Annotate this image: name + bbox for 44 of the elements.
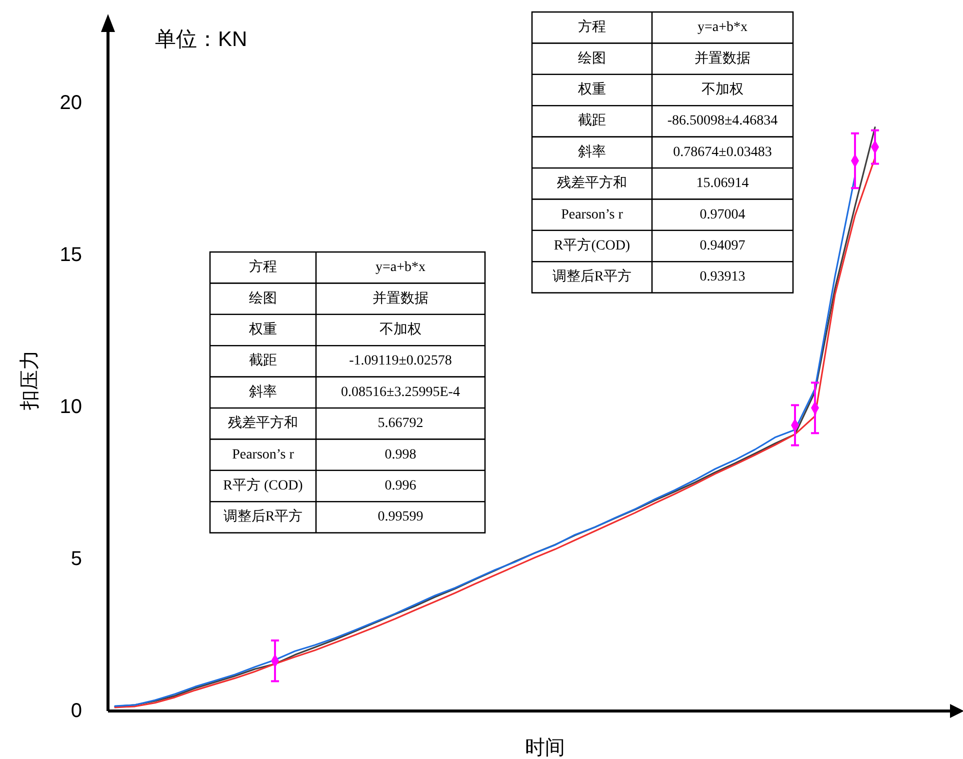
- annotation: 斜率: [249, 384, 277, 400]
- annotation: 残差平方和: [228, 415, 298, 432]
- y-tick-label: 10: [60, 396, 82, 418]
- annotation: R平方 (COD): [223, 478, 304, 494]
- annotation: 残差平方和: [557, 175, 627, 192]
- annotation: -1.09119±0.02578: [349, 354, 452, 369]
- annotation: 0.78674±0.03483: [673, 144, 772, 160]
- x-axis-title: 时间: [525, 737, 565, 759]
- annotation: 0.94097: [700, 238, 746, 254]
- annotation: 绘图: [249, 290, 277, 306]
- annotation: R平方(COD): [554, 238, 630, 254]
- annotation: Pearson’s r: [561, 207, 624, 222]
- annotation: 不加权: [702, 82, 744, 98]
- annotation: y=a+b*x: [697, 20, 748, 36]
- annotation: 截距: [249, 352, 277, 369]
- annotation: y=a+b*x: [375, 260, 426, 276]
- annotation: 0.996: [384, 478, 416, 494]
- annotation: 并置数据: [372, 290, 428, 306]
- y-tick-label: 0: [70, 700, 82, 722]
- annotation: 斜率: [578, 144, 606, 160]
- annotation: 15.06914: [696, 176, 749, 192]
- annotation: 调整后R平方: [223, 508, 303, 525]
- annotation: 权重: [248, 322, 277, 338]
- annotation: 绘图: [578, 50, 606, 66]
- annotation: 5.66792: [378, 416, 424, 432]
- annotation: 0.998: [384, 447, 416, 462]
- annotation: 调整后R平方: [552, 268, 632, 285]
- annotation: 不加权: [380, 322, 422, 338]
- annotation: 0.97004: [700, 207, 746, 222]
- y-tick-label: 5: [70, 548, 82, 570]
- y-tick-label: 15: [60, 244, 82, 266]
- annotation: 0.08516±3.25995E-4: [341, 384, 460, 400]
- annotation: Pearson’s r: [232, 447, 294, 462]
- annotation: 单位：KN: [155, 28, 248, 51]
- annotation: 权重: [577, 82, 606, 98]
- annotation: -86.50098±4.46834: [667, 114, 778, 129]
- y-tick-label: 20: [60, 92, 82, 114]
- annotation: 方程: [578, 19, 606, 36]
- annotation: 截距: [578, 112, 606, 129]
- annotation: 0.99599: [378, 510, 424, 525]
- annotation: 方程: [249, 259, 277, 276]
- annotation: 并置数据: [694, 50, 750, 66]
- annotation: 0.93913: [700, 270, 746, 285]
- y-axis-title: 扣压力: [19, 350, 41, 411]
